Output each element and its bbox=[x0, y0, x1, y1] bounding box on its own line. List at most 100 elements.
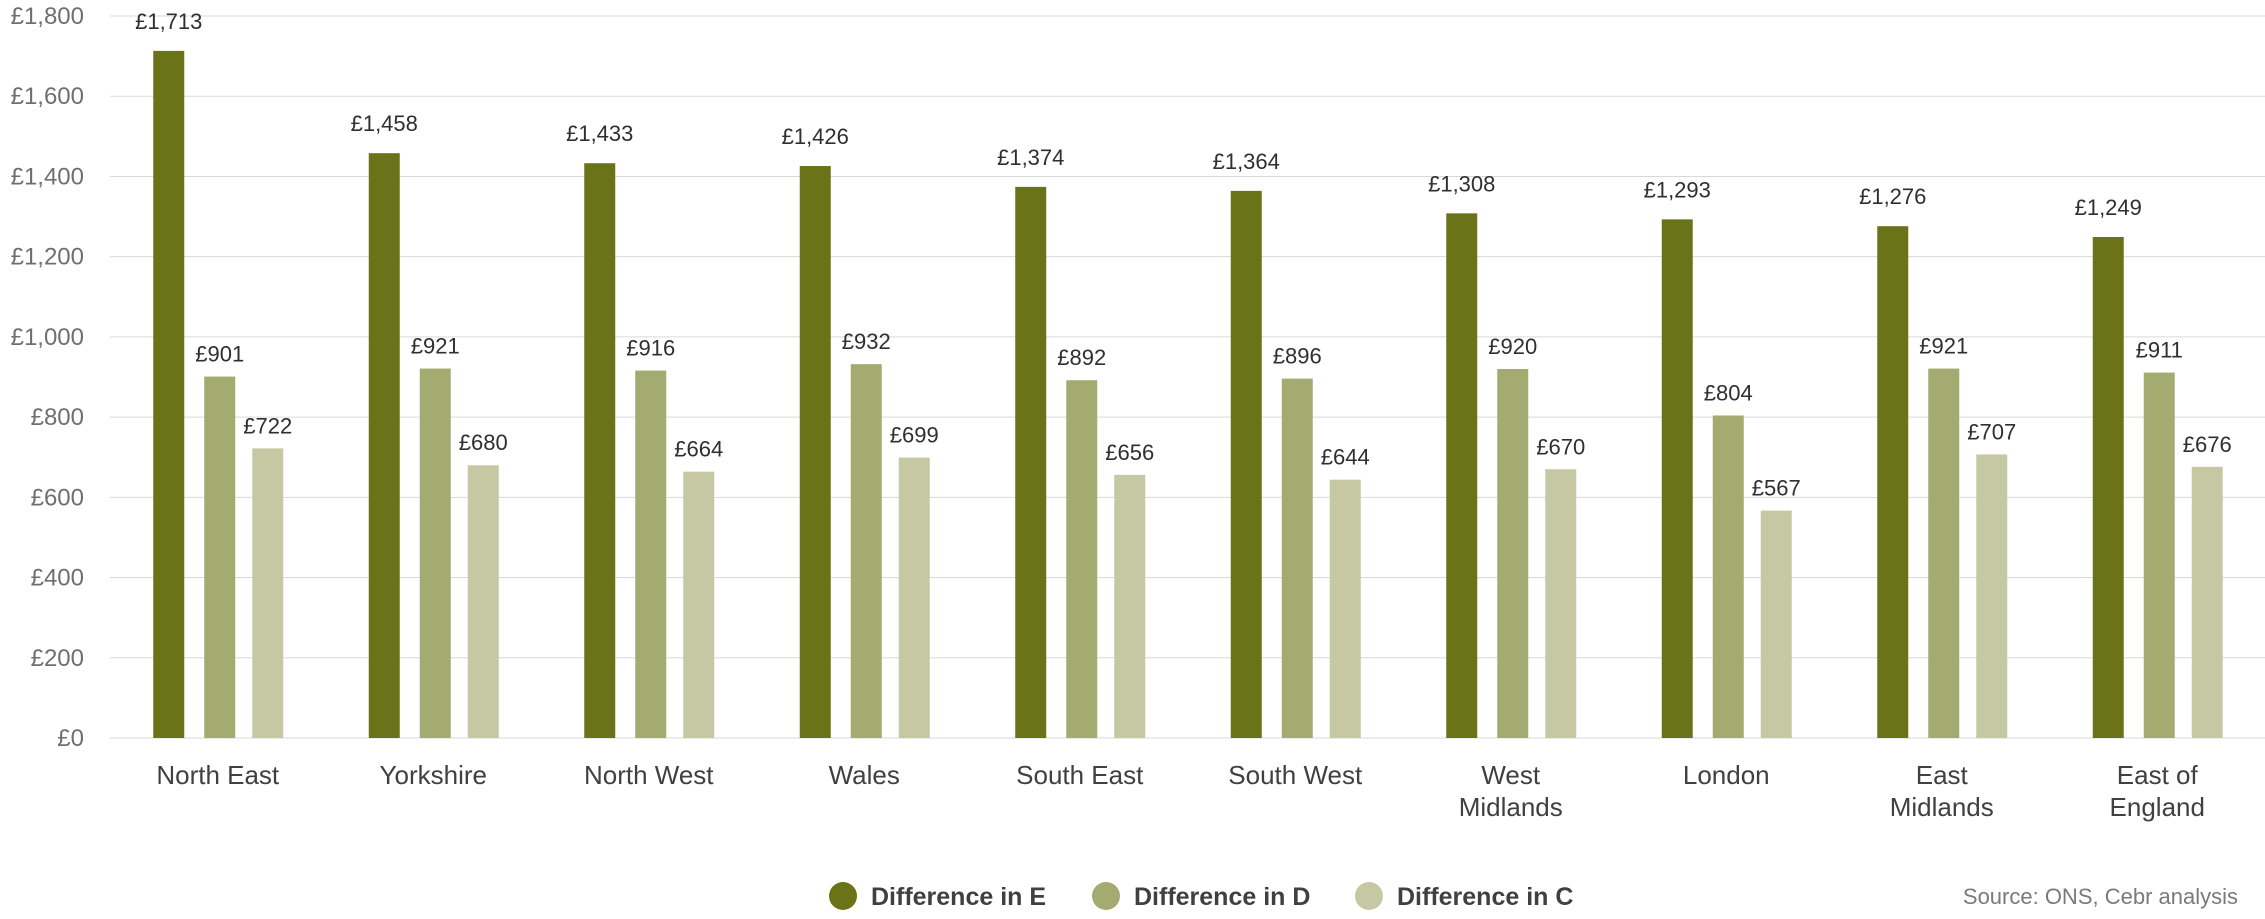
data-label: £707 bbox=[1967, 419, 2016, 444]
bar bbox=[467, 465, 499, 738]
bar bbox=[1066, 380, 1098, 738]
bar bbox=[1497, 368, 1529, 738]
data-label: £656 bbox=[1105, 440, 1154, 465]
bar bbox=[2092, 237, 2124, 739]
category-label-line: Wales bbox=[829, 760, 900, 790]
category-label: Wales bbox=[829, 760, 900, 790]
y-tick-label: £1,600 bbox=[11, 83, 84, 110]
y-tick-label: £800 bbox=[31, 404, 84, 431]
bar bbox=[1545, 469, 1577, 738]
category-label-line: Midlands bbox=[1890, 792, 1994, 822]
data-label: £1,276 bbox=[1859, 184, 1926, 209]
bar bbox=[1712, 415, 1744, 738]
bar bbox=[1329, 479, 1361, 738]
data-label: £921 bbox=[411, 334, 460, 359]
bar bbox=[898, 457, 930, 738]
category-label: South East bbox=[1016, 760, 1144, 790]
data-label: £911 bbox=[2136, 338, 2183, 363]
y-axis: £0 £200 £400 £600 £800 £1,000 £1,200 £1,400 £1,6… bbox=[11, 3, 84, 752]
bar bbox=[2191, 466, 2223, 738]
category-label-line: Yorkshire bbox=[380, 760, 487, 790]
data-label: £916 bbox=[626, 336, 675, 361]
category-label-line: East bbox=[1916, 760, 1969, 790]
value-labels: £1,713 £901 £722 £1,458 £921 £680 £1,433 £916 £6… bbox=[135, 9, 2232, 501]
y-tick-label: £400 bbox=[31, 565, 84, 592]
data-label: £664 bbox=[674, 437, 723, 462]
category-label-line: North West bbox=[584, 760, 714, 790]
y-tick-label: £0 bbox=[57, 725, 84, 752]
data-label: £896 bbox=[1273, 344, 1322, 369]
category-label: Yorkshire bbox=[380, 760, 487, 790]
data-label: £1,426 bbox=[782, 124, 849, 149]
data-label: £644 bbox=[1321, 445, 1370, 470]
y-tick-label: £1,400 bbox=[11, 163, 84, 190]
source-note: Source: ONS, Cebr analysis bbox=[1963, 884, 2238, 909]
data-label: £567 bbox=[1752, 476, 1801, 501]
category-label: North West bbox=[584, 760, 714, 790]
bar bbox=[368, 153, 400, 738]
bar bbox=[1446, 213, 1478, 738]
bar bbox=[252, 448, 284, 738]
legend-swatch bbox=[829, 882, 857, 910]
data-label: £892 bbox=[1057, 345, 1106, 370]
bar bbox=[153, 50, 185, 738]
data-label: £1,458 bbox=[351, 111, 418, 136]
data-label: £676 bbox=[2183, 432, 2232, 457]
bar bbox=[1928, 368, 1960, 738]
category-label-line: East of bbox=[2117, 760, 2199, 790]
bar bbox=[683, 471, 715, 738]
y-tick-label: £1,000 bbox=[11, 324, 84, 351]
data-label: £804 bbox=[1704, 381, 1753, 406]
data-label: £1,433 bbox=[566, 121, 633, 146]
category-label-line: England bbox=[2110, 792, 2205, 822]
data-label: £1,293 bbox=[1644, 177, 1711, 202]
category-label: North East bbox=[156, 760, 280, 790]
data-label: £670 bbox=[1536, 434, 1585, 459]
data-label: £932 bbox=[842, 329, 891, 354]
legend-swatch bbox=[1092, 882, 1120, 910]
category-label: East of England bbox=[2110, 760, 2205, 822]
category-label-line: South West bbox=[1228, 760, 1363, 790]
bars bbox=[153, 50, 2223, 739]
legend: Difference in E Difference in D Difference… bbox=[829, 882, 1573, 911]
category-label-line: Midlands bbox=[1459, 792, 1563, 822]
legend-label: Difference in D bbox=[1134, 883, 1310, 911]
data-label: £1,374 bbox=[997, 145, 1064, 170]
y-tick-label: £200 bbox=[31, 645, 84, 672]
bar bbox=[1976, 454, 2008, 738]
category-label: South West bbox=[1228, 760, 1363, 790]
bar bbox=[1760, 510, 1792, 738]
legend-label: Difference in C bbox=[1397, 883, 1573, 911]
bar bbox=[1114, 474, 1146, 738]
data-label: £680 bbox=[459, 430, 508, 455]
data-label: £921 bbox=[1919, 334, 1968, 359]
bar bbox=[850, 364, 882, 738]
category-label-line: West bbox=[1481, 760, 1541, 790]
bar bbox=[419, 368, 451, 738]
y-tick-label: £1,800 bbox=[11, 3, 84, 30]
bar bbox=[1661, 219, 1693, 738]
data-label: £1,713 bbox=[135, 9, 202, 34]
category-label-line: London bbox=[1683, 760, 1770, 790]
bar bbox=[204, 376, 236, 738]
data-label: £699 bbox=[890, 423, 939, 448]
data-label: £1,364 bbox=[1213, 149, 1280, 174]
category-label-line: South East bbox=[1016, 760, 1144, 790]
legend-label: Difference in E bbox=[871, 883, 1046, 911]
y-tick-label: £1,200 bbox=[11, 244, 84, 271]
category-label-line: North East bbox=[156, 760, 280, 790]
legend-item: Difference in D bbox=[1092, 882, 1310, 911]
category-label: London bbox=[1683, 760, 1770, 790]
data-label: £920 bbox=[1488, 334, 1537, 359]
bar bbox=[1281, 378, 1313, 738]
y-tick-label: £600 bbox=[31, 484, 84, 511]
x-axis: North East Yorkshire North West Wales South … bbox=[156, 760, 2205, 822]
bar bbox=[635, 370, 667, 738]
bar bbox=[799, 166, 831, 738]
data-label: £901 bbox=[195, 342, 244, 367]
category-label: West Midlands bbox=[1459, 760, 1563, 822]
bar bbox=[1230, 190, 1262, 738]
legend-swatch bbox=[1355, 882, 1383, 910]
data-label: £1,249 bbox=[2075, 195, 2142, 220]
